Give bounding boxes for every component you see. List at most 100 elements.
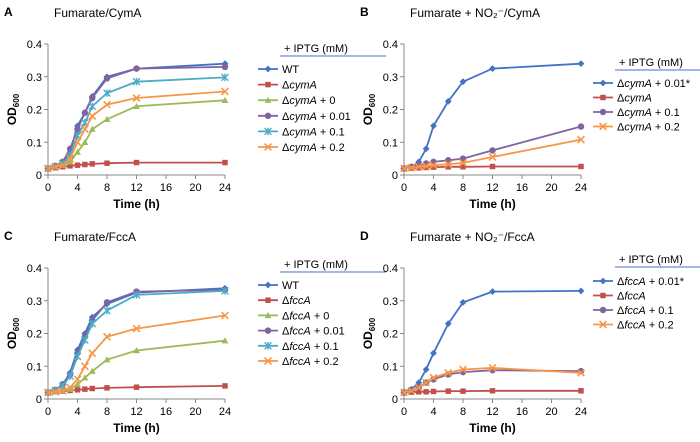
legend-entry: ΔcymA + 0.2	[593, 122, 680, 134]
legend-entry: ΔfccA + 0	[258, 310, 329, 322]
data-point	[81, 138, 89, 145]
data-point	[51, 387, 60, 396]
legend-swatch-marker	[264, 281, 272, 289]
legend-swatch-marker	[600, 94, 606, 101]
data-point	[103, 100, 111, 109]
data-point	[88, 349, 97, 358]
legend-swatch-marker	[599, 277, 607, 285]
legend-swatch-marker	[264, 143, 272, 151]
legend-label: ΔcymA + 0.2	[617, 122, 680, 134]
data-point	[103, 299, 111, 306]
data-point	[422, 366, 430, 373]
data-point	[407, 163, 416, 172]
data-point	[89, 161, 95, 167]
data-point	[74, 148, 81, 155]
data-point	[133, 102, 140, 109]
legend-label: ΔfccA	[282, 295, 311, 307]
y-tick-label: 0.3	[27, 296, 42, 308]
data-point	[577, 368, 585, 377]
x-tick-label: 0	[401, 406, 407, 418]
data-point	[400, 388, 408, 397]
x-tick-label: 20	[189, 182, 201, 194]
data-point	[44, 164, 52, 173]
legend-label: ΔfccA + 0.1	[282, 341, 339, 353]
data-point	[132, 77, 141, 86]
data-point	[81, 109, 89, 117]
legend-label: ΔcymA + 0	[282, 95, 336, 107]
legend: + IPTG (mM) ΔfccA + 0.01* ΔfccA ΔfccA + 0.1…	[593, 254, 700, 332]
data-point	[80, 336, 89, 344]
series-6	[44, 311, 229, 397]
data-point	[445, 388, 451, 394]
y-axis-label: OD600	[361, 93, 377, 125]
data-point	[429, 373, 438, 382]
y-tick-label: 0.4	[27, 39, 42, 51]
legend-swatch-marker	[264, 341, 272, 350]
legend-label: ΔcymA + 0.01*	[617, 78, 691, 90]
data-point	[489, 65, 496, 72]
data-point	[103, 332, 111, 341]
data-point	[221, 287, 229, 295]
data-point	[578, 163, 584, 170]
legend-entry: ΔfccA	[593, 291, 646, 303]
x-tick-label: 20	[189, 406, 201, 418]
series-1	[400, 60, 585, 172]
x-tick-label: 4	[74, 406, 80, 418]
x-tick-label: 0	[45, 406, 51, 418]
legend: + IPTG (mM) WT ΔcymA ΔcymA + 0 ΔcymA + 0.01 Δ…	[258, 43, 386, 154]
legend-label: ΔfccA + 0.01	[282, 326, 345, 338]
data-point	[88, 125, 96, 132]
legend-label: ΔfccA + 0.1	[617, 305, 674, 317]
data-point	[88, 367, 96, 374]
y-tick-label: 0.2	[383, 329, 398, 341]
data-point	[445, 164, 451, 170]
x-tick-label: 0	[401, 182, 407, 194]
data-point	[414, 162, 423, 171]
data-point	[489, 288, 496, 295]
series-1	[44, 284, 229, 396]
legend-entry: ΔcymA + 0.1	[593, 107, 680, 119]
x-tick-label: 4	[430, 406, 436, 418]
data-point	[133, 347, 140, 354]
legend-swatch-marker	[265, 81, 271, 88]
legend-label: ΔfccA	[617, 291, 646, 303]
series-5	[44, 287, 229, 397]
x-tick-label: 16	[160, 182, 172, 194]
y-tick-label: 0.1	[383, 137, 398, 149]
data-point	[104, 385, 110, 391]
series-line	[47, 161, 225, 170]
data-point	[444, 160, 453, 169]
data-point	[221, 311, 229, 320]
data-point	[430, 349, 437, 357]
legend-title: + IPTG (mM)	[619, 254, 683, 266]
legend-entry: ΔcymA + 0.01	[258, 111, 351, 123]
y-tick-label: 0.1	[383, 361, 398, 373]
legend-swatch-marker	[264, 65, 272, 73]
data-point	[103, 356, 111, 363]
x-tick-label: 12	[486, 182, 498, 194]
legend-swatch-marker	[599, 320, 607, 329]
series-line	[47, 76, 226, 170]
data-point	[103, 75, 111, 82]
legend-entry: ΔcymA + 0.01*	[593, 78, 691, 90]
data-point	[577, 135, 585, 144]
data-point	[133, 384, 140, 390]
x-tick-label: 8	[104, 406, 110, 418]
data-point	[74, 380, 81, 387]
legend-entry: ΔcymA + 0.1	[258, 126, 345, 138]
legend-title: + IPTG (mM)	[284, 259, 348, 271]
data-point	[73, 375, 82, 384]
legend-label: ΔcymA + 0.1	[617, 107, 680, 119]
data-point	[89, 94, 96, 102]
y-tick-label: 0.3	[383, 72, 398, 84]
x-tick-label: 12	[130, 182, 142, 194]
x-tick-label: 4	[430, 182, 436, 194]
y-tick-label: 0.4	[27, 263, 42, 275]
data-point	[133, 65, 140, 72]
data-point	[221, 73, 229, 82]
data-point	[460, 388, 466, 394]
x-axis-label: Time (h)	[113, 421, 159, 435]
legend-swatch-marker	[264, 327, 272, 334]
legend-swatch-marker	[264, 312, 272, 319]
x-tick-label: 16	[516, 182, 528, 194]
